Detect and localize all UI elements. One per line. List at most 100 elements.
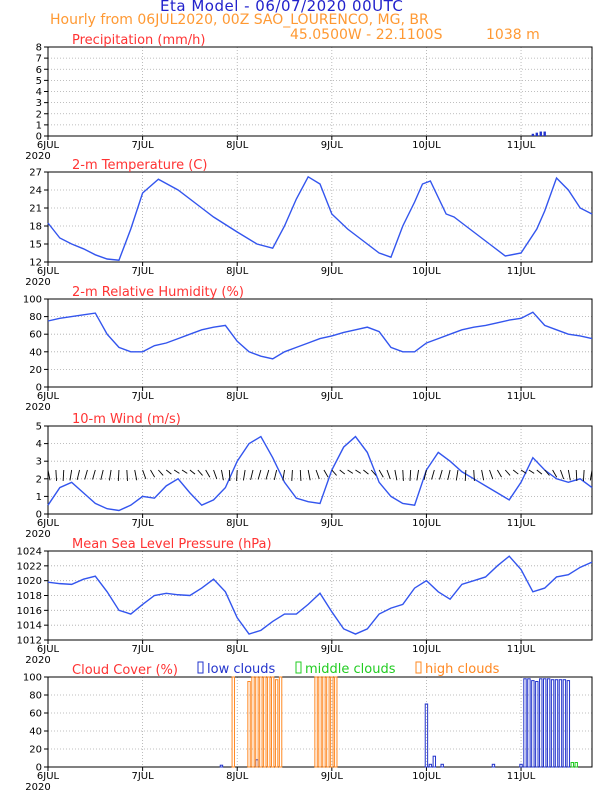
plot-frame (47, 550, 593, 641)
x-tick-label: 11JUL (507, 518, 536, 529)
x-tick-label: 6JUL (37, 140, 60, 151)
wind-barb (323, 469, 329, 478)
legend-label: middle clouds (305, 662, 396, 677)
bar-high-clouds (267, 676, 271, 768)
wind-barb (363, 469, 369, 475)
wind-barb (552, 469, 558, 478)
wind-barb (455, 469, 459, 481)
bar-low-clouds (491, 763, 496, 768)
bar-low-clouds (562, 679, 567, 768)
bar-high-clouds (247, 681, 251, 768)
x-tick-label: 10JUL (412, 391, 441, 402)
wind-barb (92, 469, 96, 480)
wind-barb (47, 469, 51, 481)
bar-low-clouds (432, 755, 437, 768)
legend-swatch (415, 661, 422, 674)
y-tick-label: 1016 (17, 606, 42, 617)
x-tick-label: 6JUL (37, 518, 60, 529)
wind-barb (423, 469, 427, 481)
y-tick-label: 0 (36, 510, 42, 521)
bar-high-clouds (322, 676, 326, 768)
bar-high-clouds (251, 676, 255, 768)
x-tick-label: 11JUL (507, 644, 536, 655)
bar-high-clouds (334, 676, 338, 768)
y-tick-label: 60 (29, 330, 42, 341)
wind-barb (447, 469, 451, 481)
y-tick-label: 3 (36, 98, 42, 109)
series-line (47, 311, 593, 360)
panel-title: 2-m Temperature (C) (72, 158, 207, 173)
wind-barb (108, 469, 112, 481)
bar-high-clouds (274, 679, 279, 768)
x-tick-label: 8JUL (226, 644, 249, 655)
plot-frame (47, 171, 593, 263)
y-tick-label: 12 (29, 258, 42, 269)
bar-high-clouds (270, 676, 275, 768)
x-tick-label: 11JUL (507, 391, 536, 402)
legend-label: high clouds (425, 662, 500, 677)
wind-barb (84, 469, 88, 480)
y-tick-label: 15 (29, 240, 42, 251)
panel-5: 1012 1014 1016 1018 1020 1022 1024 6JUL 7JUL 8JUL… (17, 537, 593, 666)
wind-barb (589, 469, 593, 481)
wind-barb (221, 469, 224, 481)
wind-barb (291, 469, 293, 481)
bar-high-clouds (330, 676, 334, 768)
y-tick-label: 1012 (17, 636, 42, 647)
bar-low-clouds (539, 678, 543, 768)
bar-low-clouds (440, 763, 444, 768)
x-tick-label: 7JUL (132, 644, 155, 655)
bar-low-clouds (219, 764, 224, 768)
wind-barb (55, 469, 57, 481)
y-tick-label: 2 (36, 109, 42, 120)
y-tick-label: 1020 (17, 576, 42, 587)
bar-high-clouds (259, 676, 263, 768)
wind-barb (339, 469, 346, 475)
bar-high-clouds (278, 676, 283, 768)
series-line (47, 175, 593, 261)
wind-barb (473, 469, 475, 481)
wind-barb (582, 469, 585, 481)
y-tick-label: 4 (36, 87, 42, 98)
x-tick-label: 9JUL (321, 518, 344, 529)
y-tick-label: 100 (23, 673, 42, 684)
wind-barb (197, 469, 203, 476)
wind-barb (142, 469, 147, 480)
panel-6: 0 20 40 60 80 100 6JUL 7JUL 8JUL 9JUL 10JUL 11JUL 20… (23, 661, 593, 792)
wind-barb (489, 469, 494, 480)
y-tick-label: 1 (36, 492, 42, 503)
wind-barb (257, 469, 262, 480)
wind-barb (528, 469, 535, 474)
x-year-label: 2020 (25, 655, 50, 666)
x-tick-label: 11JUL (507, 771, 536, 782)
x-year-label: 2020 (25, 782, 50, 792)
wind-barb (165, 469, 172, 475)
bar-high-clouds (314, 676, 318, 768)
y-tick-label: 100 (23, 295, 42, 306)
chart-header: Eta Model - 06/07/2020 00UTC Hourly from… (0, 0, 612, 46)
bar-low-clouds (523, 678, 527, 768)
panel-title: 2-m Relative Humidity (%) (72, 285, 244, 300)
bar-low-clouds (566, 680, 571, 768)
x-tick-label: 9JUL (321, 771, 344, 782)
bar-low-clouds (554, 679, 559, 768)
wind-barb (504, 469, 511, 476)
wind-barb (416, 469, 419, 481)
y-tick-label: 6 (36, 65, 42, 76)
x-tick-label: 7JUL (132, 391, 155, 402)
plot-frame (47, 425, 593, 515)
bar-middle-clouds (574, 762, 578, 768)
wind-barb (575, 469, 578, 481)
wind-barb (236, 469, 238, 481)
x-tick-label: 9JUL (321, 266, 344, 277)
legend-swatch (197, 661, 204, 674)
y-tick-label: 40 (29, 727, 42, 738)
station-elevation: 1038 m (486, 27, 540, 43)
bar-low-clouds (542, 678, 547, 768)
wind-barb (242, 469, 246, 481)
x-tick-label: 10JUL (412, 518, 441, 529)
bar-low-clouds (535, 681, 539, 768)
x-tick-label: 8JUL (226, 518, 249, 529)
